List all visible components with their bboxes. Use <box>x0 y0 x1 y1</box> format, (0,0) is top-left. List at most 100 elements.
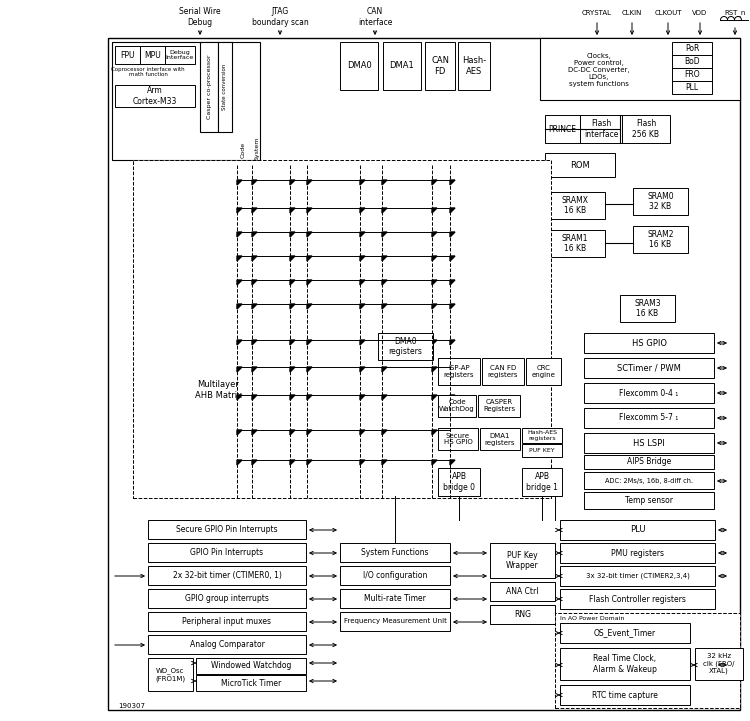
Bar <box>633 188 688 215</box>
Bar <box>545 192 605 219</box>
Bar <box>580 115 622 143</box>
Polygon shape <box>432 395 437 400</box>
Text: Flexcomm 0-4 ₁: Flexcomm 0-4 ₁ <box>620 389 679 397</box>
Text: DMA0: DMA0 <box>346 61 371 71</box>
Text: Analog Comparator: Analog Comparator <box>190 640 265 649</box>
Polygon shape <box>360 304 365 309</box>
Polygon shape <box>307 395 312 400</box>
Bar <box>584 472 714 489</box>
Text: Serial Wire
Debug: Serial Wire Debug <box>179 7 220 27</box>
Polygon shape <box>307 256 312 261</box>
Text: Real Time Clock,
Alarm & Wakeup: Real Time Clock, Alarm & Wakeup <box>593 654 657 673</box>
Bar <box>478 395 520 417</box>
Polygon shape <box>382 232 387 237</box>
Polygon shape <box>252 395 257 400</box>
Polygon shape <box>252 430 257 435</box>
Bar <box>545 230 605 257</box>
Text: VDD: VDD <box>692 10 708 16</box>
Text: Casper co-processor: Casper co-processor <box>206 55 212 119</box>
Bar <box>148 635 306 654</box>
Bar <box>490 605 555 624</box>
Text: Code: Code <box>241 142 245 158</box>
Polygon shape <box>432 430 437 435</box>
Polygon shape <box>307 280 312 285</box>
Bar <box>148 520 306 539</box>
Bar <box>560 520 715 540</box>
Text: Windowed Watchdog: Windowed Watchdog <box>211 661 291 671</box>
Text: 190307: 190307 <box>118 703 145 709</box>
Text: AIPS Bridge: AIPS Bridge <box>627 458 671 466</box>
Text: SRAM3
16 KB: SRAM3 16 KB <box>634 298 661 318</box>
Bar <box>425 42 455 90</box>
Bar <box>695 648 743 680</box>
Text: RST_n: RST_n <box>724 9 746 17</box>
Polygon shape <box>307 208 312 213</box>
Text: In AO Power Domain: In AO Power Domain <box>560 616 624 621</box>
Bar <box>672 42 712 55</box>
Polygon shape <box>382 304 387 309</box>
Polygon shape <box>450 395 455 400</box>
Bar <box>560 543 715 563</box>
Bar <box>340 589 450 608</box>
Text: ISP-AP
registers: ISP-AP registers <box>444 365 474 378</box>
Polygon shape <box>450 180 455 185</box>
Text: SRAM0
32 KB: SRAM0 32 KB <box>647 192 674 211</box>
Text: System: System <box>254 136 260 159</box>
Polygon shape <box>432 232 437 237</box>
Bar <box>584 455 714 469</box>
Bar <box>108 38 740 710</box>
Bar <box>148 658 193 691</box>
Text: Multi-rate Timer: Multi-rate Timer <box>364 594 426 603</box>
Polygon shape <box>290 395 295 400</box>
Bar <box>196 675 306 691</box>
Bar <box>672 55 712 68</box>
Text: PLU: PLU <box>630 526 645 534</box>
Polygon shape <box>290 340 295 345</box>
Polygon shape <box>237 256 242 261</box>
Text: APB
bridge 1: APB bridge 1 <box>526 472 558 492</box>
Polygon shape <box>290 232 295 237</box>
Polygon shape <box>360 232 365 237</box>
Bar <box>148 612 306 631</box>
Text: GPIO group interrupts: GPIO group interrupts <box>185 594 269 603</box>
Bar <box>672 81 712 94</box>
Bar <box>112 42 260 160</box>
Polygon shape <box>360 430 365 435</box>
Text: BoD: BoD <box>684 57 700 66</box>
Polygon shape <box>252 208 257 213</box>
Text: PoR: PoR <box>685 44 699 53</box>
Text: SCTimer / PWM: SCTimer / PWM <box>617 363 681 373</box>
Polygon shape <box>237 304 242 309</box>
Text: Flexcomm 5-7 ₁: Flexcomm 5-7 ₁ <box>620 414 679 423</box>
Bar <box>555 613 740 708</box>
Polygon shape <box>237 430 242 435</box>
Polygon shape <box>237 232 242 237</box>
Polygon shape <box>237 208 242 213</box>
Text: MPU: MPU <box>144 50 160 60</box>
Text: CAN
interface: CAN interface <box>358 7 392 27</box>
Text: PUF KEY: PUF KEY <box>530 448 555 453</box>
Polygon shape <box>432 304 437 309</box>
Polygon shape <box>360 460 365 465</box>
Text: Peripheral input muxes: Peripheral input muxes <box>182 617 272 626</box>
Text: SRAM2
16 KB: SRAM2 16 KB <box>647 230 674 249</box>
Text: APB
bridge 0: APB bridge 0 <box>443 472 475 492</box>
Bar <box>458 42 490 90</box>
Text: 32 kHz
clk (FRO/
XTAL): 32 kHz clk (FRO/ XTAL) <box>704 653 735 675</box>
Text: FRO: FRO <box>684 70 700 79</box>
Text: Hash-
AES: Hash- AES <box>462 56 486 76</box>
Polygon shape <box>450 208 455 213</box>
Bar <box>140 46 165 64</box>
Polygon shape <box>382 367 387 372</box>
Polygon shape <box>432 208 437 213</box>
Text: HS LSPI: HS LSPI <box>633 438 664 448</box>
Text: State conversion: State conversion <box>223 64 227 110</box>
Text: Secure
HS GPIO: Secure HS GPIO <box>444 433 472 446</box>
Text: SRAMX
16 KB: SRAMX 16 KB <box>562 196 589 215</box>
Polygon shape <box>290 208 295 213</box>
Text: GPIO Pin Interrupts: GPIO Pin Interrupts <box>190 548 263 557</box>
Bar <box>133 160 551 498</box>
Polygon shape <box>290 430 295 435</box>
Polygon shape <box>307 460 312 465</box>
Text: Hash-AES
registers: Hash-AES registers <box>527 430 557 441</box>
